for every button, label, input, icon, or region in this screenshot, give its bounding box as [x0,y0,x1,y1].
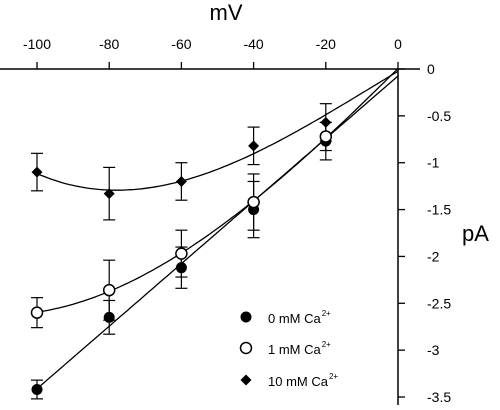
data-point-series-2 [319,130,333,143]
data-points [30,116,333,396]
data-point-series-3 [175,175,187,187]
data-point-series-3 [320,116,332,128]
y-tick-label: -1 [427,155,440,171]
y-tick-label: -2 [427,248,440,264]
legend-marker-1 [240,311,252,323]
legend-marker-2 [239,341,253,355]
x-axis-title: mV [210,0,243,25]
legend-label-sup-3: 2+ [329,372,338,381]
y-axis-title: pA [462,221,489,246]
data-point-series-1 [31,384,43,396]
data-point-series-3 [31,166,43,178]
legend-label-2: 1 mM Ca [268,342,322,357]
data-point-series-1 [175,262,187,274]
x-tick-label: -20 [316,36,336,52]
fit-line-1 [36,75,399,390]
legend-label-sup-2: 2+ [322,340,331,349]
x-tick-label: -40 [243,36,263,52]
fit-lines [36,68,399,390]
fit-line-2 [36,68,399,313]
y-tick-label: -1.5 [427,202,451,218]
data-point-series-3 [103,188,115,200]
legend-marker-3 [240,374,252,386]
data-point-series-2 [102,283,116,297]
x-tick-label: -60 [171,36,191,52]
x-tick-label: -80 [99,36,119,52]
legend-label-1: 0 mM Ca [268,311,322,326]
legend: 0 mM Ca 2+1 mM Ca 2+10 mM Ca 2+ [239,309,338,389]
y-tick-label: 0 [427,61,435,77]
data-point-series-2 [247,195,260,209]
y-tick-label: -0.5 [427,108,451,124]
fit-line-3 [36,70,399,191]
axes: -100 -80 -60 -40 -20 0 0 -0.5 -1 -1.5 -2 -2.5 -3 -3.5… [0,0,489,405]
data-point-series-2 [175,247,188,260]
legend-label-sup-1: 2+ [322,309,331,318]
y-tick-label: -2.5 [427,295,451,311]
data-point-series-3 [248,140,260,152]
legend-label-3: 10 mM Ca [268,374,329,389]
y-tick-label: -3 [427,342,440,358]
y-tick-label: -3.5 [427,389,451,405]
data-point-series-1 [103,311,115,323]
x-tick-label: 0 [394,36,402,52]
x-tick-label: -100 [23,36,51,52]
data-point-series-2 [30,306,44,319]
